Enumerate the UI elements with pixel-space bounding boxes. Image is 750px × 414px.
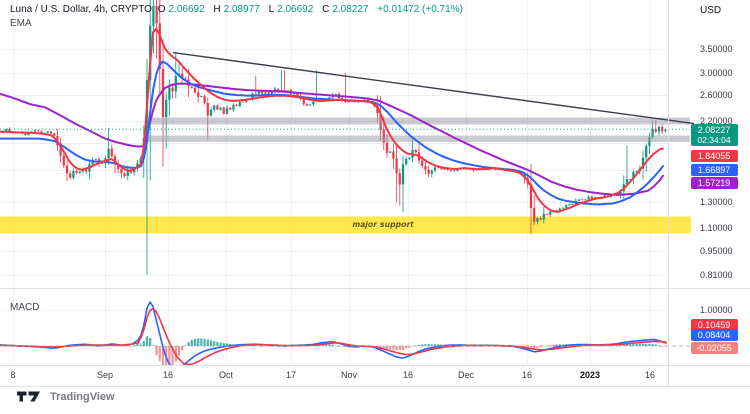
macd-hist-value-badge: 0.10459 [690,318,738,331]
open-value: 2.06692 [168,4,205,15]
close-value: 2.08227 [332,4,369,15]
support-zone-label: major support [352,219,414,229]
time-axis-label: 16 [162,370,174,380]
tradingview-logo-icon [17,391,40,402]
time-axis-label: 16 [521,370,533,380]
indicator-macd-label[interactable]: MACD [10,302,40,313]
macd-line-value-badge: 0.08404 [690,328,738,341]
change-value: +0.01472 (+0.71%) [377,4,463,15]
indicator-ema-label[interactable]: EMA [10,18,32,29]
symbol-title[interactable]: Luna / U.S. Dollar, 4h, CRYPTO [10,4,152,15]
close-label: C 2.08227 [322,4,369,15]
low-label: L 2.06692 [268,4,314,15]
time-axis-label: Nov [340,370,358,380]
price-axis[interactable]: 3.500003.000002.600002.200001.900001.600… [668,0,750,386]
last-price-countdown-badge: 2.08227 02:34:04 [690,124,738,146]
low-value: 2.06692 [277,4,314,15]
time-axis-label: Dec [457,370,475,380]
ema-mid-value-badge: 1.66897 [690,164,738,176]
price-tick-label: 0.95000 [700,245,733,256]
countdown-timer: 02:34:04 [697,135,731,145]
price-tick-label: 2.60000 [700,90,733,100]
high-label: H 2.08977 [213,4,260,15]
ema-fast-value-badge: 1.84055 [690,149,738,162]
symbol-ohlc-row[interactable]: Luna / U.S. Dollar, 4h, CRYPTO O 2.06692 … [10,4,466,16]
time-axis-label: 2023 [579,370,601,380]
high-value: 2.08977 [223,4,260,15]
time-axis-label: 16 [402,370,414,380]
price-tick-label: 0.81000 [700,270,733,281]
time-axis-label: Sep [96,370,114,380]
price-axis-currency-label: USD [700,5,722,16]
price-tick-label: 3.50000 [700,44,733,54]
macd-signal-value-badge: -0.02055 [690,341,738,354]
brand-name: TradingView [50,390,115,403]
price-tick-label: 3.00000 [700,67,733,78]
time-axis-label: Oct [218,370,234,380]
time-axis[interactable]: 8 Sep 16 Oct 17 Nov 16 Dec 16 2023 16 [0,366,668,386]
price-tick-label: 1.10000 [700,222,733,233]
price-tick-label: 1.30000 [700,197,733,208]
price-tick-label: 2.20000 [700,115,733,126]
footer-attribution[interactable]: TradingView [17,390,115,403]
ema-slow-value-badge: 1.57219 [690,176,738,189]
macd-tick-label: 1.00000 [700,305,733,315]
time-axis-label: 16 [644,370,656,380]
time-axis-label: 8 [10,370,16,380]
open-label: O 2.06692 [157,4,205,15]
time-axis-label: 17 [285,370,297,380]
